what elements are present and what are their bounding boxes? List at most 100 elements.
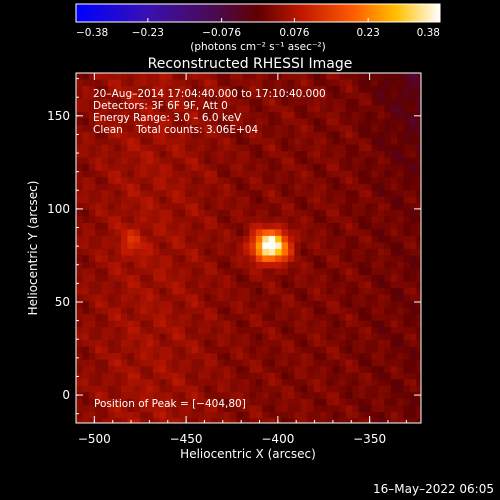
heatmap-cell [95,112,103,120]
heatmap-cell [198,392,206,400]
heatmap-cell [249,294,257,302]
heatmap-cell [332,164,340,172]
heatmap-cell [397,405,405,413]
heatmap-cell [281,274,289,283]
heatmap-cell [210,340,218,348]
heatmap-cell [191,288,199,296]
heatmap-cell [326,418,334,423]
heatmap-cell [88,118,96,126]
heatmap-cell [76,125,84,133]
heatmap-cell [262,288,270,296]
heatmap-cell [191,144,199,152]
heatmap-cell [275,261,283,270]
heatmap-cell [255,112,263,120]
heatmap-cell [178,138,186,146]
heatmap-cell [210,216,218,224]
heatmap-cell [217,190,225,198]
heatmap-cell [255,138,263,146]
heatmap-cell [262,138,270,146]
heatmap-cell [377,294,385,302]
heatmap-cell [371,151,379,159]
heatmap-cell [275,86,283,94]
heatmap-cell [268,131,276,139]
heatmap-cell [345,405,353,413]
heatmap-cell [358,288,366,296]
heatmap-cell [339,125,347,133]
heatmap-cell [133,79,141,87]
heatmap-cell [204,359,212,367]
heatmap-cell [275,255,283,263]
heatmap-cell [249,353,257,361]
heatmap-cell [262,314,270,322]
heatmap-cell [120,151,128,159]
heatmap-cell [249,164,257,172]
heatmap-cell [294,392,302,400]
heatmap-cell [403,73,411,81]
heatmap-cell [326,170,334,178]
heatmap-cell [313,157,321,165]
heatmap-cell [358,346,366,354]
heatmap-cell [281,314,289,322]
heatmap-cell [88,216,96,224]
heatmap-cell [101,73,109,81]
colorbar-tick-label: 0.076 [279,27,309,39]
heatmap-cell [82,294,90,302]
heatmap-cell [255,190,263,198]
heatmap-cell [223,203,231,211]
heatmap-cell [339,379,347,387]
heatmap-cell [326,229,334,237]
heatmap-cell [133,268,141,276]
heatmap-cell [114,105,122,113]
plot-frame [75,72,422,424]
heatmap-cell [416,144,421,152]
heatmap-cell [326,411,334,419]
heatmap-cell [108,314,116,322]
heatmap-cell [403,411,411,419]
heatmap-cell [390,307,398,315]
heatmap-cell [275,327,283,335]
heatmap-cell [101,346,109,354]
heatmap-cell [210,307,218,315]
heatmap-cell [313,411,321,419]
heatmap-cell [185,261,193,270]
heatmap-cell [262,92,270,100]
heatmap-cell [307,320,315,328]
heatmap-cell [268,320,276,328]
heatmap-cell [326,379,334,387]
heatmap-cell [371,222,379,230]
heatmap-cell [140,112,148,120]
heatmap-cell [120,144,128,152]
heatmap-cell [114,177,122,185]
heatmap-cell [146,157,154,165]
heatmap-cell [352,425,359,432]
heatmap-cell [82,379,90,387]
heatmap-cell [108,366,116,374]
heatmap-cell [210,118,218,126]
heatmap-cell [307,346,315,354]
heatmap-cell [101,301,109,309]
heatmap-cell [88,86,96,94]
heatmap-cell [153,307,161,315]
heatmap-cell [345,392,353,400]
heatmap-cell [82,99,90,107]
heatmap-cell [140,366,148,374]
heatmap-cell [287,418,295,423]
heatmap-cell [210,366,218,374]
heatmap-cell [153,105,161,113]
heatmap-cell [326,118,334,126]
heatmap-cell [165,196,173,204]
heatmap-cell [313,418,321,423]
heatmap-cell [165,398,173,406]
heatmap-cell [275,131,283,139]
heatmap-cell [140,151,148,159]
heatmap-cell [397,333,405,341]
heatmap-cell [409,346,418,354]
heatmap-cell [300,314,308,322]
heatmap-cell [358,190,366,198]
heatmap-cell [287,144,295,152]
heatmap-cell [397,288,405,296]
heatmap-cell [262,405,270,413]
heatmap-cell [230,229,238,237]
heatmap-cell [223,196,231,204]
heatmap-cell [249,359,257,367]
